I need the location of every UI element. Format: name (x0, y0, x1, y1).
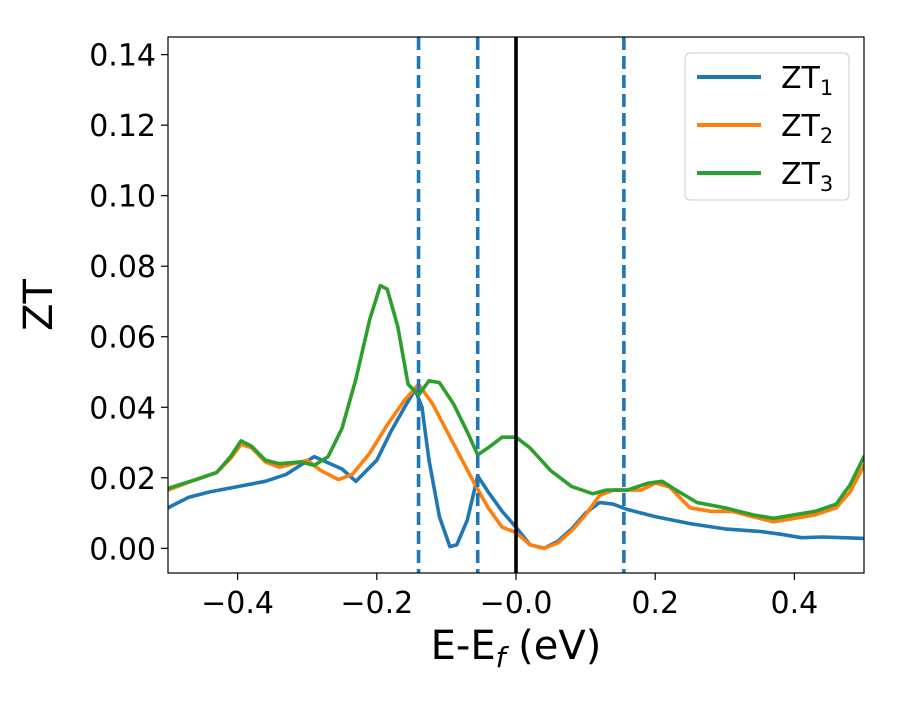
y-tick-label: 0.10 (89, 180, 156, 215)
legend-box (684, 52, 850, 201)
x-tick-label: 0.2 (631, 586, 679, 621)
axis-ticks: −0.4 −0.2 −0.0 0.2 0.4 0.00 0.02 0.04 0.06 0.08 0.… (89, 39, 818, 621)
x-tick-label: −0.0 (480, 586, 553, 621)
y-tick-label: 0.06 (89, 321, 156, 356)
legend-label-zt2: ZT2 (781, 109, 833, 148)
legend-label-zt1: ZT1 (781, 61, 833, 100)
x-tick-label: −0.4 (201, 586, 274, 621)
series-line-zt3 (168, 283, 864, 521)
legend-label-zt3: ZT3 (781, 157, 833, 196)
legend: ZT1 ZT2 ZT3 (684, 52, 850, 201)
series-line-zt2 (168, 382, 864, 551)
y-axis-label: ZT (16, 279, 62, 331)
x-axis-label: E-Ef (eV) (431, 623, 602, 674)
x-tick-label: −0.2 (340, 586, 413, 621)
y-tick-label: 0.08 (89, 250, 156, 285)
x-tick-label: 0.4 (771, 586, 819, 621)
y-tick-label: 0.00 (89, 532, 156, 567)
y-tick-label: 0.02 (89, 462, 156, 497)
y-tick-label: 0.04 (89, 391, 156, 426)
y-tick-label: 0.14 (89, 39, 156, 74)
y-tick-label: 0.12 (89, 109, 156, 144)
plot-area (168, 37, 864, 573)
